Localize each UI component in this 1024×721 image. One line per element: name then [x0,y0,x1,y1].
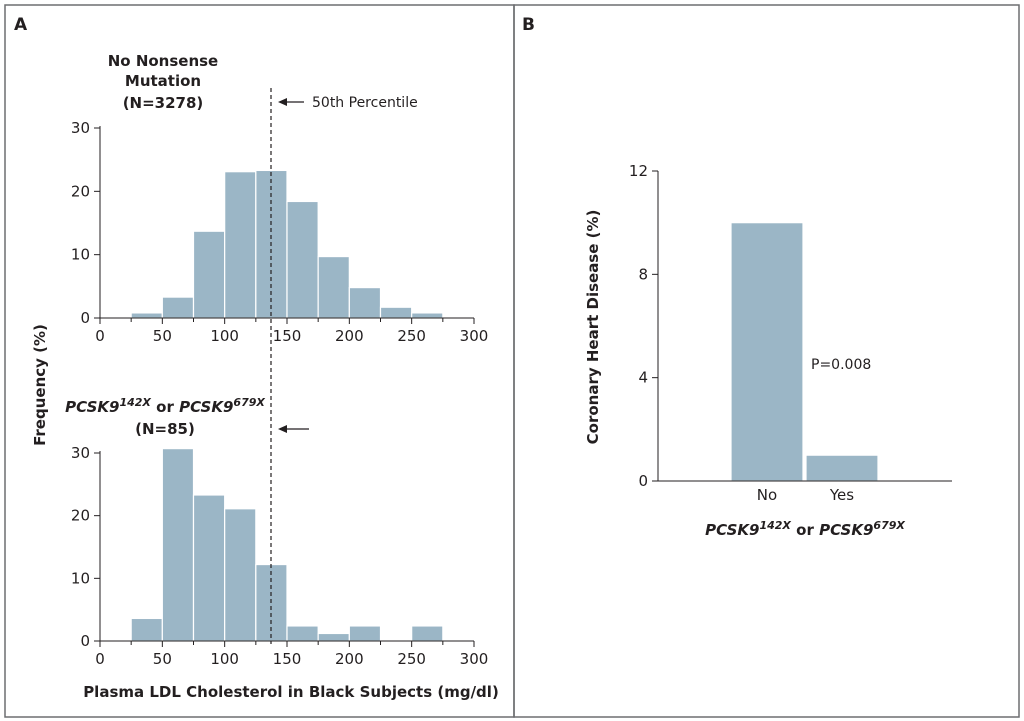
a-top-x-tick-label: 50 [153,327,172,345]
chart-b-axes: No Yes 0 4 8 12 [629,162,952,504]
a-bottom-x-tick-label: 150 [273,650,302,668]
a-bottom-bar [317,632,350,642]
b-y-tick-label: 12 [629,162,648,180]
a-bottom-y-tick-label: 0 [80,632,90,650]
a-top-y-tick-label: 30 [71,119,90,137]
a-bottom-x-tick-label: 200 [335,650,364,668]
chart-b: No Yes 0 4 8 12 P=0.008 Coronary Heart Diseas… [584,162,952,539]
chart-a-top-title-line-2: Mutation [125,72,201,90]
xlabel-or: or [791,521,819,539]
a-bottom-bar [411,625,444,642]
title-gene-2: PCSK9 [179,398,233,416]
a-top-y-tick-label: 10 [71,246,90,264]
b-y-tick-label: 8 [638,265,648,283]
chart-a-top-title-line-3: (N=3278) [123,94,204,112]
panel-a-label: A [14,15,28,35]
a-top-bar [161,296,195,319]
a-top-bar [411,312,444,319]
a-top-bar [379,306,413,319]
chart-b-bars [730,222,879,482]
chart-a-bottom-bars [130,448,444,642]
a-bottom-y-tick-label: 10 [71,569,90,587]
a-bottom-x-tick-label: 0 [95,650,105,668]
a-bottom-bar [348,625,382,642]
a-top-y-tick-label: 20 [71,182,90,200]
a-bottom-bar [161,448,195,642]
xlabel-variant-2: 679X [873,519,905,532]
a-ylabel: Frequency (%) [31,324,49,446]
a-top-x-tick-label: 100 [210,327,239,345]
title-variant-1: 142X [119,396,151,409]
b-category-label: No [757,486,777,504]
a-top-bar [192,230,226,319]
a-top-bar [348,287,382,319]
a-top-y-tick-label: 0 [80,309,90,327]
a-top-x-tick-label: 150 [273,327,302,345]
b-y-tick-label: 0 [638,472,648,490]
b-y-tick-label: 4 [638,369,648,387]
a-bottom-x-tick-label: 50 [153,650,172,668]
xlabel-gene-1: PCSK9 [705,521,759,539]
a-bottom-bar [130,617,163,642]
a-top-x-tick-label: 300 [460,327,489,345]
title-variant-2: 679X [233,396,265,409]
a-top-bar [130,312,163,319]
a-bottom-x-tick-label: 100 [210,650,239,668]
xlabel-variant-1: 142X [759,519,791,532]
chart-a-bottom-title: PCSK9142X or PCSK9679X [65,396,265,416]
p-value-annotation: P=0.008 [811,357,871,373]
b-bar-yes [805,454,879,482]
percentile-annotation: 50th Percentile [312,95,418,111]
a-top-x-tick-label: 0 [95,327,105,345]
chart-a-top-title-line-1: No Nonsense [108,52,219,70]
a-top-bar [286,200,319,319]
median-arrow-bottom [278,425,309,433]
xlabel-gene-2: PCSK9 [819,521,873,539]
panel-b-label: B [522,15,535,35]
chart-b-xlabel: PCSK9142X or PCSK9679X [705,519,905,539]
panel-b-frame [513,4,1020,718]
title-or: or [151,398,179,416]
title-gene-1: PCSK9 [65,398,119,416]
a-top-x-tick-label: 200 [335,327,364,345]
b-ylabel: Coronary Heart Disease (%) [584,210,602,445]
a-top-bar [224,171,257,319]
a-top-bar [317,255,350,319]
a-xlabel: Plasma LDL Cholesterol in Black Subjects… [83,683,499,701]
median-arrow-top [278,98,304,106]
a-bottom-bar [224,508,257,642]
a-top-x-tick-label: 250 [397,327,426,345]
a-bottom-x-tick-label: 300 [460,650,489,668]
chart-a-bottom-n: (N=85) [135,420,195,438]
a-bottom-x-tick-label: 250 [397,650,426,668]
a-bottom-y-tick-label: 20 [71,507,90,525]
b-bar-no [730,222,804,482]
chart-a-top-bars [130,169,444,319]
a-bottom-bar [192,494,226,642]
a-bottom-y-tick-label: 30 [71,444,90,462]
a-bottom-bar [286,625,319,642]
b-category-label: Yes [829,486,854,504]
